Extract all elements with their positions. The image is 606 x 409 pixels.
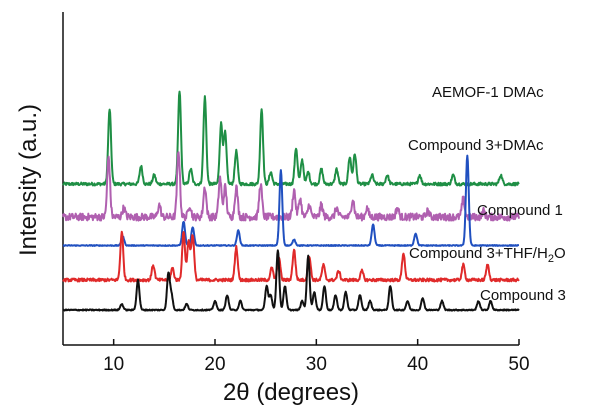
series-label-tail: O bbox=[554, 245, 566, 262]
x-tick-label: 20 bbox=[204, 354, 225, 375]
x-tick-label: 40 bbox=[407, 354, 428, 375]
series-label: Compound 3 bbox=[480, 287, 566, 304]
series-label: Compound 3+DMAc bbox=[408, 137, 544, 154]
y-axis-title: Intensity (a.u.) bbox=[15, 104, 42, 256]
x-tick-label: 30 bbox=[306, 354, 327, 375]
x-ticks: 10 20 30 40 50 bbox=[103, 339, 530, 375]
series-label-main: Compound 3+THF/H bbox=[409, 245, 548, 262]
traces bbox=[62, 90, 520, 312]
x-axis-title: 2θ (degrees) bbox=[223, 379, 359, 406]
series-label: Compound 1 bbox=[477, 202, 563, 219]
series-line bbox=[62, 154, 520, 247]
series-labels: AEMOF-1 DMAc Compound 3+DMAc Compound 1 Com… bbox=[408, 84, 566, 304]
series-line bbox=[62, 249, 520, 312]
series-label-main: Compound 3+DMAc bbox=[408, 137, 544, 154]
series-line bbox=[62, 151, 520, 222]
x-tick-label: 50 bbox=[508, 354, 529, 375]
series-line bbox=[62, 230, 520, 283]
series-label-main: AEMOF-1 DMAc bbox=[432, 84, 544, 101]
series-label-main: Compound 3 bbox=[480, 287, 566, 304]
series-label-subscript: 2 bbox=[548, 253, 554, 265]
series-label: AEMOF-1 DMAc bbox=[432, 84, 544, 101]
axes bbox=[62, 12, 519, 346]
series-label: Compound 3+THF/H2O bbox=[409, 245, 566, 265]
x-tick-label: 10 bbox=[103, 354, 124, 375]
series-line bbox=[62, 90, 520, 187]
series-label-main: Compound 1 bbox=[477, 202, 563, 219]
